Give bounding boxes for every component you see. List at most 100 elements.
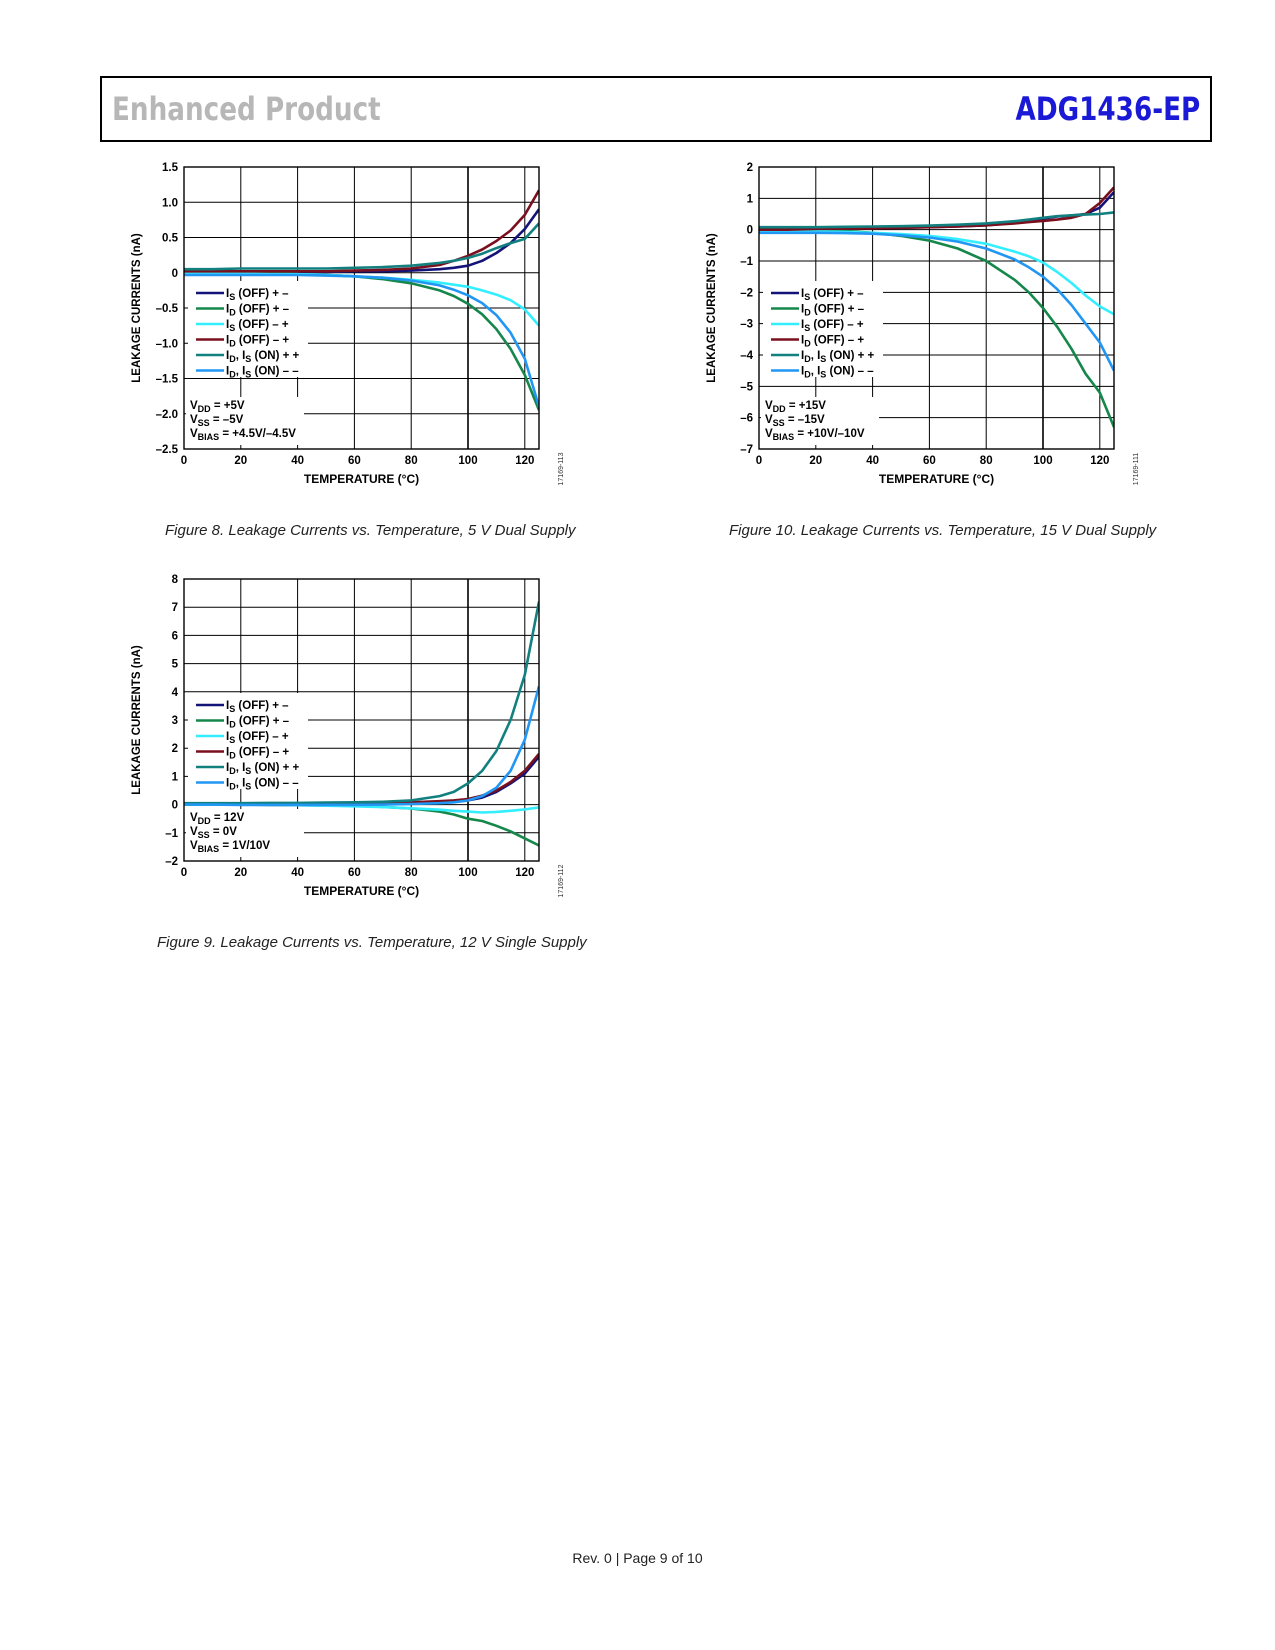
legend-entry: ID (OFF) + – [226, 304, 290, 318]
condition-label-sub: SS [198, 418, 210, 428]
legend-entry-sub: D [229, 370, 236, 380]
conditions-background [761, 397, 879, 445]
legend-entry-sub: D [229, 782, 236, 792]
series-line-4 [759, 211, 1114, 229]
legend-entry-main: I [226, 366, 229, 378]
series-line-5 [759, 231, 1114, 372]
series-line-3 [184, 189, 539, 273]
figure-10: IS (OFF) + – ID (OFF) + – IS (OFF) – + ID (… [705, 160, 1175, 540]
legend-entry-main: I [226, 778, 229, 790]
condition-label-main: V [190, 840, 198, 852]
legend-entry: ID, IS (ON) + + [801, 350, 875, 364]
y-tick-label: –2 [165, 856, 178, 868]
legend-entry-sub: D [229, 339, 236, 349]
legend-entry-sub: D [229, 766, 236, 776]
legend-entry-main: I [226, 288, 229, 300]
condition-label-rest: = 12V [211, 812, 245, 824]
legend-entry-main: I [226, 762, 229, 774]
legend-entry-sub: S [229, 735, 235, 745]
y-tick-label: 1.5 [162, 162, 179, 174]
legend-entry-main: I [226, 747, 229, 759]
legend-background [188, 281, 308, 377]
condition-label: VSS = 0V [190, 826, 237, 840]
y-tick-label: –3 [740, 319, 753, 331]
condition-label: VBIAS = +10V/–10V [765, 428, 865, 442]
condition-label-rest: = –15V [785, 414, 825, 426]
y-tick-label: 7 [172, 602, 178, 614]
figure-code: 17169-111 [1133, 453, 1140, 486]
figure-code: 17169-113 [558, 452, 565, 485]
condition-label-rest: = +4.5V/–4.5V [219, 428, 296, 440]
x-tick-label: 0 [756, 455, 762, 467]
legend-background [763, 281, 883, 377]
legend-entry-sub: S [804, 292, 810, 302]
y-tick-label: –4 [740, 350, 753, 362]
series-group [759, 186, 1114, 428]
y-tick-label: 8 [172, 574, 179, 586]
legend-entry: IS (OFF) – + [226, 731, 289, 745]
condition-label-rest: = +15V [786, 400, 827, 412]
legend-entry-rest: (OFF) + – [236, 716, 290, 728]
x-tick-label: 100 [1033, 455, 1052, 467]
chart-figure-10: IS (OFF) + –ID (OFF) + –IS (OFF) – +ID (… [706, 162, 1140, 486]
legend-entry-main: I [226, 700, 229, 712]
page-footer: Rev. 0 | Page 9 of 10 [572, 1550, 703, 1566]
legend-entry: ID, IS (ON) – – [801, 366, 874, 380]
header-part-number: ADG1436-EP [1015, 90, 1200, 128]
legend-entry-main: I [226, 304, 229, 316]
legend-entry-sub: D [804, 370, 811, 380]
condition-label-main: V [765, 428, 773, 440]
y-tick-label: 0 [172, 800, 178, 812]
legend-entry-main: I [801, 350, 804, 362]
legend-entry-sub: S [804, 323, 810, 333]
condition-label: VBIAS = +4.5V/–4.5V [190, 428, 296, 442]
condition-label: VDD = 12V [190, 812, 245, 826]
chart-figure-8: IS (OFF) + –ID (OFF) + –IS (OFF) – +ID (… [131, 162, 565, 486]
y-axis-label: LEAKAGE CURRENTS (nA) [131, 645, 143, 795]
series-line-2 [759, 229, 1114, 316]
figure-caption: Figure 9. Leakage Currents vs. Temperatu… [157, 934, 587, 951]
x-tick-label: 80 [405, 867, 418, 879]
legend-entry-rest: (ON) – – [251, 778, 299, 790]
figure-9: IS (OFF) + – ID (OFF) + – IS (OFF) – + ID (… [130, 572, 600, 952]
condition-label-rest: = +10V/–10V [794, 428, 865, 440]
series-line-4 [184, 222, 539, 271]
legend-entry-main: I [801, 319, 804, 331]
x-tick-label: 100 [458, 455, 477, 467]
plot-border [183, 166, 540, 450]
legend-entry: ID (OFF) – + [226, 747, 289, 761]
legend-entry-rest: (OFF) – + [810, 319, 864, 331]
x-tick-label: 40 [291, 455, 304, 467]
condition-label: VSS = –5V [190, 414, 244, 428]
legend-entry-sub2: S [245, 370, 251, 380]
x-tick-label: 0 [181, 455, 187, 467]
legend-entry: IS (OFF) – + [226, 319, 289, 333]
legend-entry-main: I [226, 350, 229, 362]
legend-entry-main: I [801, 335, 804, 347]
condition-label: VSS = –15V [765, 414, 825, 428]
y-axis-label: LEAKAGE CURRENTS (nA) [706, 233, 718, 383]
x-tick-label: 40 [291, 867, 304, 879]
legend-entry: ID, IS (ON) – – [226, 778, 299, 792]
y-tick-label: 5 [172, 659, 179, 671]
x-axis-label: TEMPERATURE (°C) [304, 472, 419, 486]
legend-entry-sub: D [804, 339, 811, 349]
series-line-4 [184, 601, 539, 805]
plot-border [183, 578, 540, 862]
condition-label-rest: = –5V [210, 414, 244, 426]
y-tick-label: 2 [747, 162, 753, 174]
series-line-5 [184, 685, 539, 807]
condition-label-sub: BIAS [773, 432, 795, 442]
x-tick-label: 20 [234, 455, 247, 467]
legend-entry: ID, IS (ON) + + [226, 350, 300, 364]
x-tick-label: 100 [458, 867, 477, 879]
legend-entry: IS (OFF) – + [801, 319, 864, 333]
legend-entry: ID, IS (ON) + + [226, 762, 300, 776]
condition-label-sub: SS [198, 830, 210, 840]
x-tick-label: 60 [923, 455, 936, 467]
series-line-3 [759, 186, 1114, 231]
legend-entry-sub: S [229, 292, 235, 302]
series-line-5 [184, 273, 539, 408]
legend-entry-main: I [226, 319, 229, 331]
figure-8: IS (OFF) + – ID (OFF) + – IS (OFF) – + ID (… [130, 160, 600, 540]
